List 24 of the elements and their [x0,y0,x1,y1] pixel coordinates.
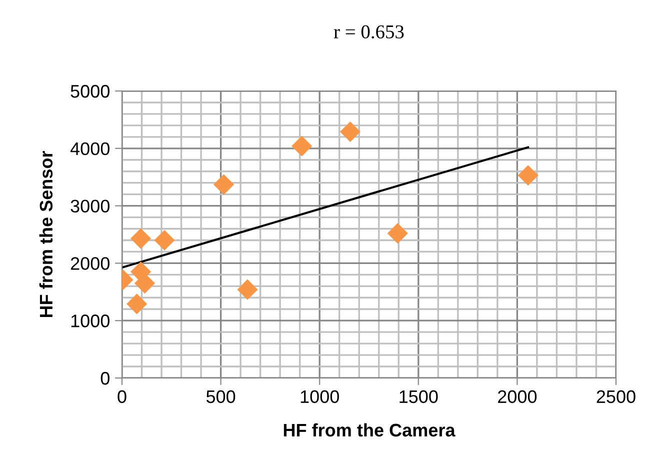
point [340,121,361,142]
point [154,230,175,251]
x-tick-label: 2500 [596,390,636,404]
y-tick-label: 0 [100,372,110,385]
y-tick-label: 1000 [71,314,110,328]
point [292,136,312,156]
x-axis-title: HF from the Camera [284,423,456,437]
x-tick-label: 1000 [300,390,339,404]
chart-title: r = 0.653 [334,25,404,38]
y-tick-label: 5000 [70,84,110,98]
x-tick-label: 1500 [400,390,438,404]
x-tick-label: 0 [118,390,126,404]
point [126,294,148,314]
point [213,174,234,195]
x-tick-label: 2000 [498,390,537,404]
point [518,165,538,186]
y-axis-title: HF from the Sensor [39,151,53,318]
point [130,228,152,249]
y-tick-label: 4000 [70,142,110,156]
x-tick-label: 500 [206,390,236,404]
point [387,223,408,244]
y-tick-label: 2000 [70,257,110,270]
point [237,279,258,300]
y-tick-label: 3000 [70,200,110,213]
